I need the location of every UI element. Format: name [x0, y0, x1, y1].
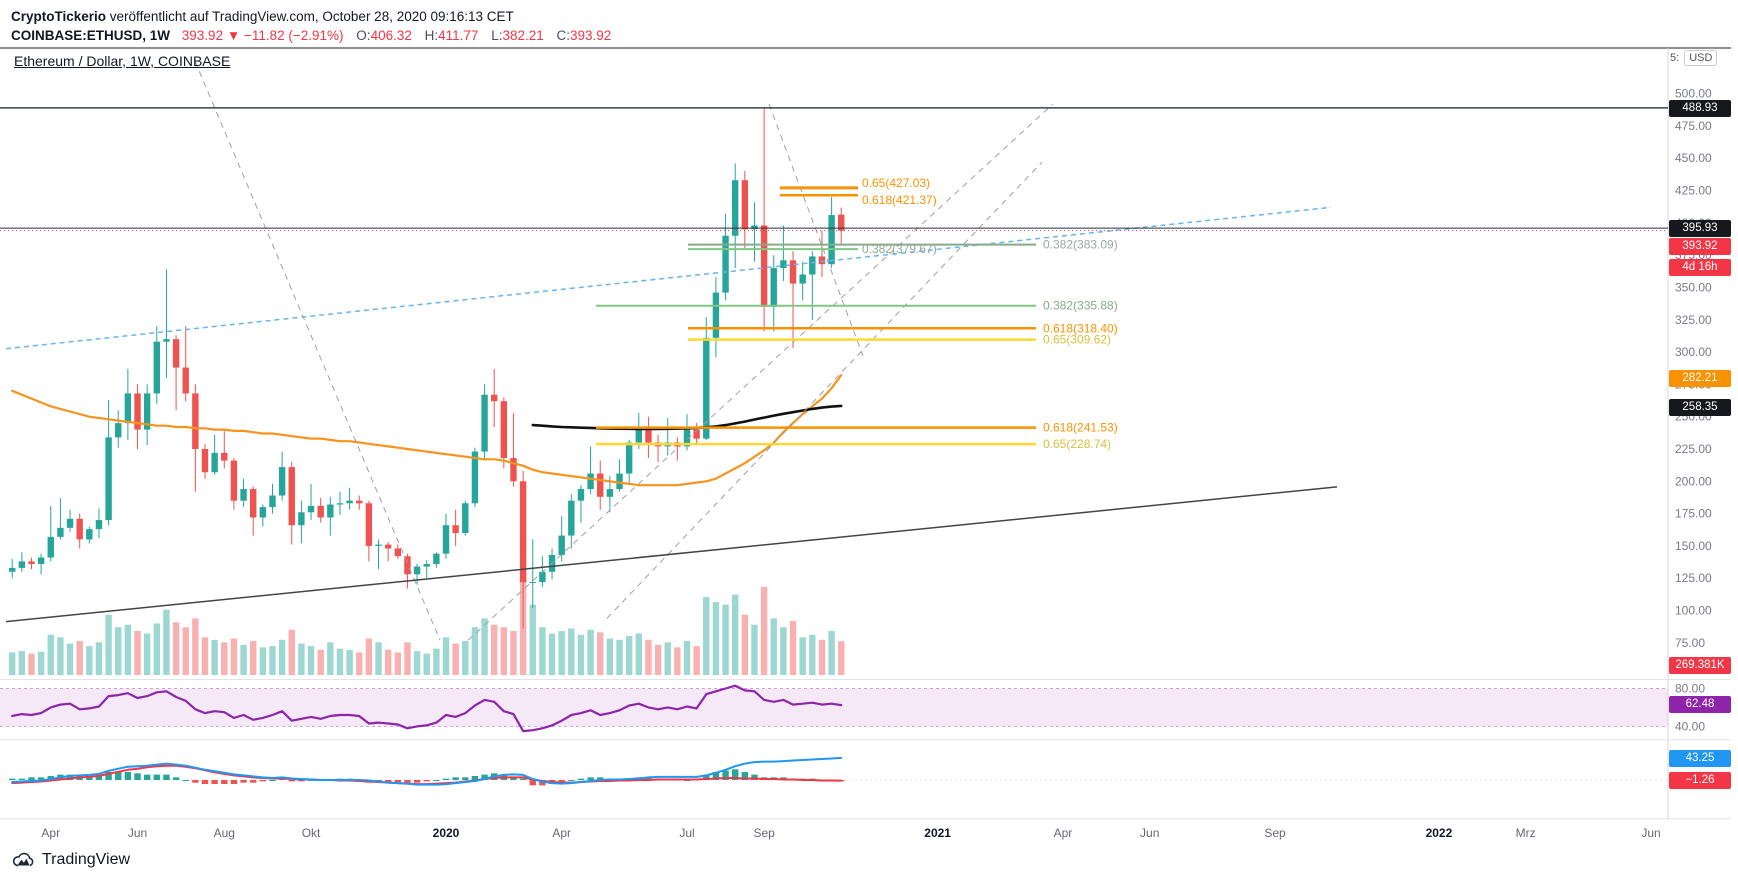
svg-text:100.00: 100.00	[1675, 604, 1712, 618]
svg-text:Jun: Jun	[128, 826, 147, 840]
symbol-interval[interactable]: COINBASE:ETHUSD, 1W	[11, 28, 171, 43]
scale-toolbar: 5: USD	[1670, 50, 1718, 66]
svg-text:350.00: 350.00	[1675, 280, 1712, 294]
svg-text:475.00: 475.00	[1675, 119, 1712, 133]
svg-text:Apr: Apr	[1054, 826, 1073, 840]
svg-text:0.618(241.53): 0.618(241.53)	[1043, 421, 1118, 435]
svg-text:300.00: 300.00	[1675, 345, 1712, 359]
axis-price-tag: 43.25	[1669, 749, 1731, 767]
axis-price-tag: −1.26	[1669, 771, 1731, 789]
publish-line: CryptoTickerio veröffentlicht auf Tradin…	[11, 7, 611, 26]
trendlines[interactable]	[5, 61, 1338, 641]
svg-text:40.00: 40.00	[1675, 719, 1705, 733]
rsi-band	[0, 688, 1668, 727]
svg-text:Jun: Jun	[1641, 826, 1660, 840]
axis-price-tag: 4d 16h	[1669, 258, 1731, 276]
author-name[interactable]: CryptoTickerio	[11, 9, 107, 24]
rsi-line	[11, 684, 843, 733]
close-value: 393.92	[570, 28, 612, 43]
svg-text:125.00: 125.00	[1675, 571, 1712, 585]
publish-info: veröffentlicht auf TradingView.com, Octo…	[109, 9, 514, 24]
tradingview-logo-icon[interactable]	[11, 848, 35, 872]
tradingview-brand[interactable]: TradingView	[42, 851, 131, 868]
svg-text:0.618(318.40): 0.618(318.40)	[1043, 321, 1118, 335]
scale-setting[interactable]: 5:	[1670, 52, 1680, 64]
svg-text:0.618(421.37): 0.618(421.37)	[862, 193, 937, 207]
horizontal-lines[interactable]	[0, 107, 1668, 232]
open-value: 406.32	[370, 28, 412, 43]
symbol-line: COINBASE:ETHUSD, 1W 393.92 ▼ −11.82 (−2.…	[11, 26, 611, 45]
axis-price-tag: 488.93	[1669, 99, 1731, 117]
svg-text:0.382(383.09): 0.382(383.09)	[1043, 238, 1118, 252]
ma-orange-line	[11, 374, 843, 487]
svg-text:0.382(379.67): 0.382(379.67)	[862, 242, 937, 256]
svg-text:Apr: Apr	[552, 826, 571, 840]
svg-text:200.00: 200.00	[1675, 474, 1712, 488]
candles-series	[9, 107, 845, 629]
svg-text:80.00: 80.00	[1675, 682, 1705, 696]
close-label: C:	[556, 28, 571, 43]
svg-text:325.00: 325.00	[1675, 313, 1712, 327]
axis-price-tag: 258.35	[1669, 398, 1731, 416]
tradingview-footer: TradingView	[11, 848, 130, 872]
svg-text:2021: 2021	[924, 826, 951, 840]
high-label: H:	[424, 28, 439, 43]
symbol-legend[interactable]: Ethereum / Dollar, 1W, COINBASE	[14, 53, 231, 69]
svg-text:Jun: Jun	[1140, 826, 1159, 840]
axis-price-tag: 282.21	[1669, 369, 1731, 387]
volume-series	[9, 577, 845, 675]
svg-text:Sep: Sep	[1264, 826, 1286, 840]
axis-price-tag: 269.381K	[1669, 656, 1731, 674]
svg-text:Okt: Okt	[302, 826, 321, 840]
svg-text:2020: 2020	[433, 826, 460, 840]
fib-levels[interactable]: 0.65(427.03) 0.618(421.37) 0.382(383.09) 0.…	[596, 176, 1118, 451]
chart-frame	[0, 47, 1731, 820]
svg-text:Aug: Aug	[214, 826, 235, 840]
svg-text:175.00: 175.00	[1675, 507, 1712, 521]
svg-text:0.65(228.74): 0.65(228.74)	[1043, 437, 1111, 451]
axis-price-tag: 395.93	[1669, 219, 1731, 237]
svg-text:150.00: 150.00	[1675, 539, 1712, 553]
svg-text:Apr: Apr	[41, 826, 60, 840]
publish-header: CryptoTickerio veröffentlicht auf Tradin…	[11, 7, 611, 45]
svg-text:0.65(309.62): 0.65(309.62)	[1043, 333, 1111, 347]
axis-price-tag: 393.92	[1669, 237, 1731, 255]
svg-text:225.00: 225.00	[1675, 442, 1712, 456]
high-value: 411.77	[438, 28, 479, 43]
last-price: 393.92	[181, 28, 224, 43]
svg-text:Jul: Jul	[679, 826, 694, 840]
open-label: O:	[356, 28, 371, 43]
svg-text:Mrz: Mrz	[1516, 826, 1536, 840]
macd-series	[9, 756, 845, 786]
low-label: L:	[491, 28, 503, 43]
currency-toggle[interactable]: USD	[1684, 50, 1718, 66]
svg-text:425.00: 425.00	[1675, 184, 1712, 198]
svg-text:0.65(427.03): 0.65(427.03)	[862, 176, 930, 190]
low-value: 382.21	[502, 28, 544, 43]
svg-text:450.00: 450.00	[1675, 151, 1712, 165]
svg-text:500.00: 500.00	[1675, 87, 1712, 101]
time-axis[interactable]: Apr Jun Aug Okt 2020 Apr Jul Sep 2021 Apr Jun Sep 20…	[41, 826, 1660, 840]
axis-price-tag: 62.48	[1669, 695, 1731, 713]
price-change: ▼ −11.82 (−2.91%)	[226, 28, 344, 43]
svg-text:0.382(335.88): 0.382(335.88)	[1043, 299, 1118, 313]
svg-text:Sep: Sep	[753, 826, 775, 840]
svg-text:2022: 2022	[1426, 826, 1453, 840]
svg-text:75.00: 75.00	[1675, 636, 1705, 650]
